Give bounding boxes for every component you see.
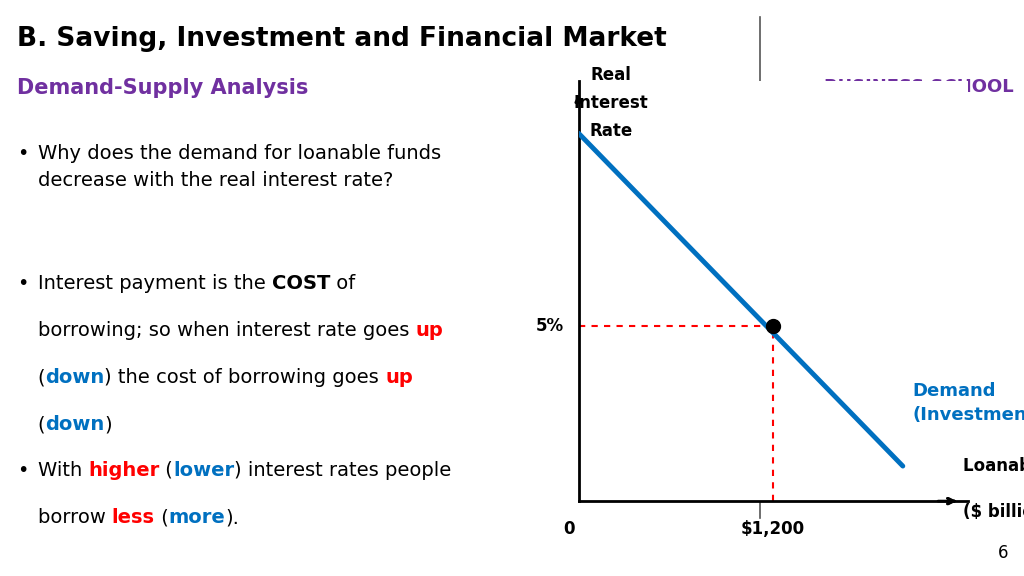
Text: (: ( <box>38 415 45 434</box>
Text: more: more <box>169 508 225 527</box>
Text: 6: 6 <box>998 544 1009 562</box>
Text: Interest: Interest <box>573 94 648 112</box>
Text: BUSINESS SCHOOL: BUSINESS SCHOOL <box>824 78 1014 96</box>
Text: Rate: Rate <box>590 122 633 140</box>
Text: less: less <box>112 508 155 527</box>
Text: of: of <box>330 274 355 293</box>
Text: ) the cost of borrowing goes: ) the cost of borrowing goes <box>104 368 385 387</box>
Text: 0: 0 <box>563 520 574 539</box>
Text: 5%: 5% <box>536 317 564 335</box>
Text: $1,200: $1,200 <box>741 520 805 539</box>
Text: down: down <box>45 415 104 434</box>
Text: COST: COST <box>271 274 330 293</box>
Text: Loanable Funds: Loanable Funds <box>963 457 1024 475</box>
Text: (: ( <box>160 461 173 480</box>
Text: Interest payment is the: Interest payment is the <box>38 274 271 293</box>
Text: (: ( <box>38 368 45 387</box>
Text: Why does the demand for loanable funds
decrease with the real interest rate?: Why does the demand for loanable funds d… <box>38 144 440 190</box>
Text: ) interest rates people: ) interest rates people <box>234 461 452 480</box>
Text: With: With <box>38 461 88 480</box>
Text: •: • <box>17 274 29 293</box>
Text: ($ billions): ($ billions) <box>963 503 1024 521</box>
Text: lower: lower <box>173 461 234 480</box>
Text: ).: ). <box>225 508 240 527</box>
Text: (: ( <box>155 508 169 527</box>
Text: up: up <box>385 368 413 387</box>
Text: ): ) <box>104 415 112 434</box>
Text: borrow: borrow <box>38 508 112 527</box>
Text: Demand-Supply Analysis: Demand-Supply Analysis <box>17 78 308 98</box>
Text: borrowing; so when interest rate goes: borrowing; so when interest rate goes <box>38 321 415 340</box>
Text: Demand
(Investment): Demand (Investment) <box>912 382 1024 424</box>
Text: down: down <box>45 368 104 387</box>
Text: higher: higher <box>88 461 160 480</box>
Text: •: • <box>17 461 29 480</box>
Text: Real: Real <box>591 66 632 84</box>
Text: up: up <box>415 321 443 340</box>
Text: B. Saving, Investment and Financial Market: B. Saving, Investment and Financial Mark… <box>17 26 667 52</box>
Text: •: • <box>17 144 29 163</box>
